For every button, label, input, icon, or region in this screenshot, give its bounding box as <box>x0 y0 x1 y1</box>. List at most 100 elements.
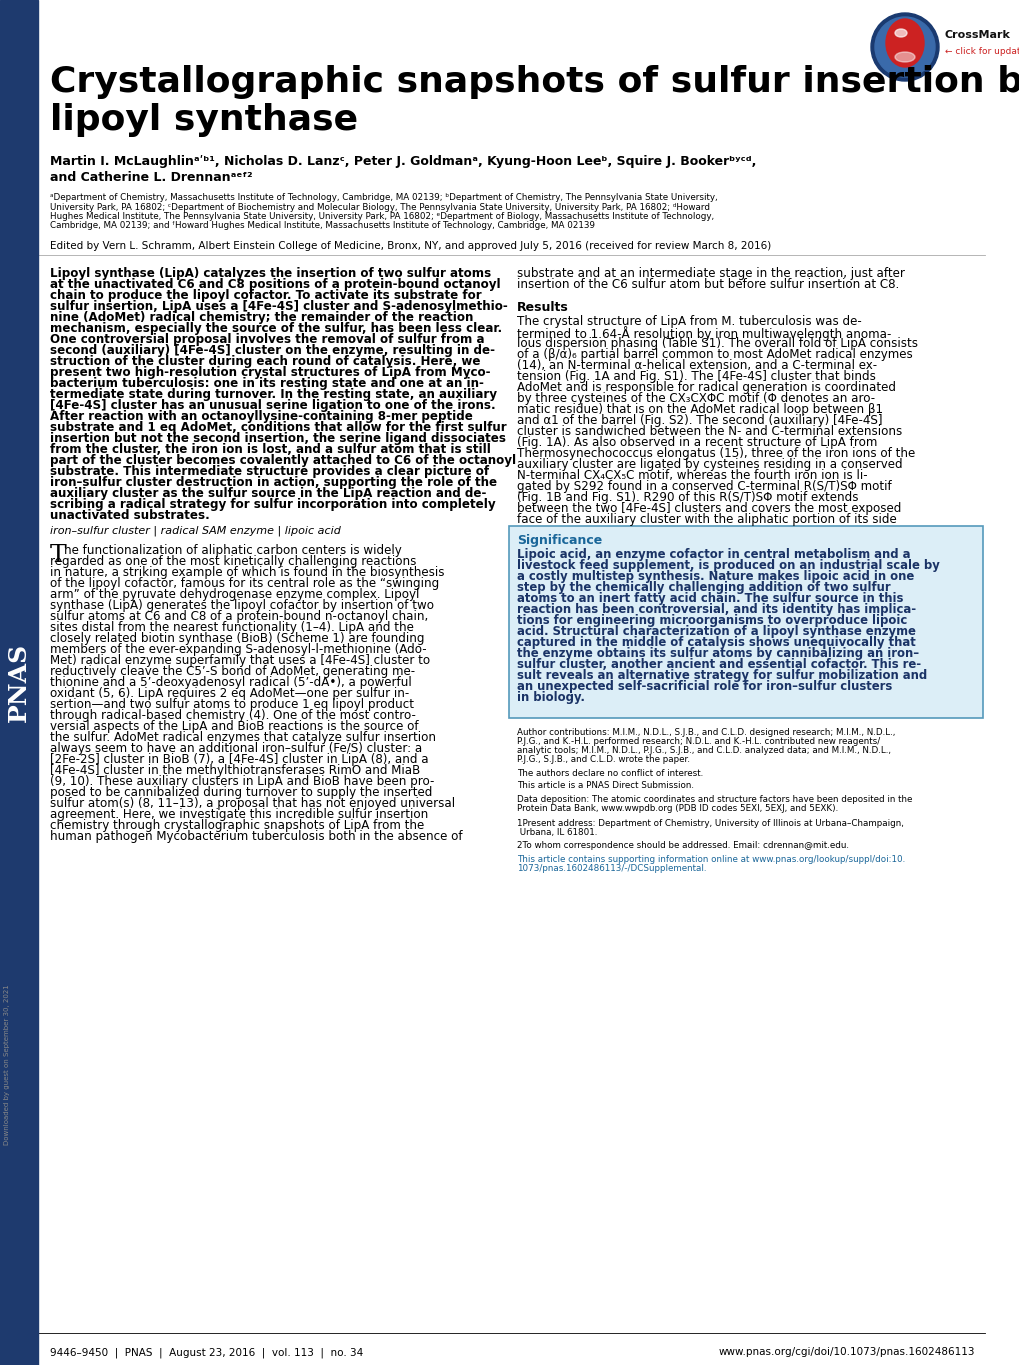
Text: sulfur insertion, LipA uses a [4Fe-4S] cluster and S-adenosylmethio-: sulfur insertion, LipA uses a [4Fe-4S] c… <box>50 300 507 313</box>
Text: [4Fe-4S] cluster in the methylthiotransferases RimO and MiaB: [4Fe-4S] cluster in the methylthiotransf… <box>50 764 420 777</box>
Text: synthase (LipA) generates the lipoyl cofactor by insertion of two: synthase (LipA) generates the lipoyl cof… <box>50 599 433 612</box>
Text: Significance: Significance <box>517 534 601 547</box>
Text: captured in the middle of catalysis shows unequivocally that: captured in the middle of catalysis show… <box>517 636 915 648</box>
Text: Cambridge, MA 02139; and ᶠHoward Hughes Medical Institute, Massachusetts Institu: Cambridge, MA 02139; and ᶠHoward Hughes … <box>50 221 594 231</box>
Text: step by the chemically challenging addition of two sulfur: step by the chemically challenging addit… <box>517 581 890 594</box>
Text: Urbana, IL 61801.: Urbana, IL 61801. <box>517 829 597 837</box>
Text: members of the ever-expanding S-adenosyl-l-methionine (Ado-: members of the ever-expanding S-adenosyl… <box>50 643 426 657</box>
Text: [4Fe-4S] cluster has an unusual serine ligation to one of the irons.: [4Fe-4S] cluster has an unusual serine l… <box>50 399 495 412</box>
Text: oxidant (5, 6). LipA requires 2 eq AdoMet—one per sulfur in-: oxidant (5, 6). LipA requires 2 eq AdoMe… <box>50 687 409 700</box>
Text: the sulfur. AdoMet radical enzymes that catalyze sulfur insertion: the sulfur. AdoMet radical enzymes that … <box>50 732 435 744</box>
Text: AdoMet and is responsible for radical generation is coordinated: AdoMet and is responsible for radical ge… <box>517 381 895 394</box>
Text: atoms to an inert fatty acid chain. The sulfur source in this: atoms to an inert fatty acid chain. The … <box>517 592 903 605</box>
Text: ᵃDepartment of Chemistry, Massachusetts Institute of Technology, Cambridge, MA 0: ᵃDepartment of Chemistry, Massachusetts … <box>50 192 717 202</box>
Text: termined to 1.64-Å resolution by iron multiwavelength anoma-: termined to 1.64-Å resolution by iron mu… <box>517 326 891 341</box>
Text: reaction has been controversial, and its identity has implica-: reaction has been controversial, and its… <box>517 603 915 616</box>
Text: part of the cluster becomes covalently attached to C6 of the octanoyl: part of the cluster becomes covalently a… <box>50 455 516 467</box>
FancyBboxPatch shape <box>508 526 982 718</box>
Text: Martin I. McLaughlinᵃʹᵇ¹, Nicholas D. Lanzᶜ, Peter J. Goldmanᵃ, Kyung-Hoon Leeᵇ,: Martin I. McLaughlinᵃʹᵇ¹, Nicholas D. La… <box>50 156 756 168</box>
Text: analytic tools; M.I.M., N.D.L., P.J.G., S.J.B., and C.L.D. analyzed data; and M.: analytic tools; M.I.M., N.D.L., P.J.G., … <box>517 747 891 755</box>
Ellipse shape <box>894 29 906 37</box>
Text: Met) radical enzyme superfamily that uses a [4Fe-4S] cluster to: Met) radical enzyme superfamily that use… <box>50 654 430 667</box>
Text: cluster is sandwiched between the N- and C-terminal extensions: cluster is sandwiched between the N- and… <box>517 425 902 438</box>
Text: an unexpected self-sacrificial role for iron–sulfur clusters: an unexpected self-sacrificial role for … <box>517 680 892 693</box>
Text: arm” of the pyruvate dehydrogenase enzyme complex. Lipoyl: arm” of the pyruvate dehydrogenase enzym… <box>50 588 419 601</box>
Text: One controversial proposal involves the removal of sulfur from a: One controversial proposal involves the … <box>50 333 484 345</box>
Text: from the cluster, the iron ion is lost, and a sulfur atom that is still: from the cluster, the iron ion is lost, … <box>50 444 490 456</box>
Text: always seem to have an additional iron–sulfur (Fe/S) cluster: a: always seem to have an additional iron–s… <box>50 743 422 755</box>
Text: posed to be cannibalized during turnover to supply the inserted: posed to be cannibalized during turnover… <box>50 786 432 799</box>
Text: unactivated substrates.: unactivated substrates. <box>50 509 210 521</box>
Text: human pathogen Mycobacterium tuberculosis both in the absence of: human pathogen Mycobacterium tuberculosi… <box>50 830 463 844</box>
Text: iron–sulfur cluster | radical SAM enzyme | lipoic acid: iron–sulfur cluster | radical SAM enzyme… <box>50 526 340 536</box>
Text: P.J.G., S.J.B., and C.L.D. wrote the paper.: P.J.G., S.J.B., and C.L.D. wrote the pap… <box>517 755 689 764</box>
Text: ← click for updates: ← click for updates <box>944 46 1019 56</box>
Text: versial aspects of the LipA and BioB reactions is the source of: versial aspects of the LipA and BioB rea… <box>50 719 418 733</box>
Text: CrossMark: CrossMark <box>944 30 1010 40</box>
Text: and Catherine L. Drennanᵃᵉᶠ²: and Catherine L. Drennanᵃᵉᶠ² <box>50 171 253 184</box>
Text: sertion—and two sulfur atoms to produce 1 eq lipoyl product: sertion—and two sulfur atoms to produce … <box>50 698 414 711</box>
Text: nine (AdoMet) radical chemistry; the remainder of the reaction: nine (AdoMet) radical chemistry; the rem… <box>50 311 473 324</box>
Text: (14), an N-terminal α-helical extension, and a C-terminal ex-: (14), an N-terminal α-helical extension,… <box>517 359 876 373</box>
Text: The authors declare no conflict of interest.: The authors declare no conflict of inter… <box>517 768 702 778</box>
Text: struction of the cluster during each round of catalysis. Here, we: struction of the cluster during each rou… <box>50 355 480 369</box>
Text: between the two [4Fe-4S] clusters and covers the most exposed: between the two [4Fe-4S] clusters and co… <box>517 502 901 515</box>
Text: of a (β/α)₆ partial barrel common to most AdoMet radical enzymes: of a (β/α)₆ partial barrel common to mos… <box>517 348 912 360</box>
Text: substrate and 1 eq AdoMet, conditions that allow for the first sulfur: substrate and 1 eq AdoMet, conditions th… <box>50 420 506 434</box>
Text: P.J.G., and K.-H.L. performed research; N.D.L. and K.-H.L. contributed new reage: P.J.G., and K.-H.L. performed research; … <box>517 737 879 747</box>
Text: chain to produce the lipoyl cofactor. To activate its substrate for: chain to produce the lipoyl cofactor. To… <box>50 289 481 302</box>
Text: face of the auxiliary cluster with the aliphatic portion of its side: face of the auxiliary cluster with the a… <box>517 513 896 526</box>
Text: Lipoyl synthase (LipA) catalyzes the insertion of two sulfur atoms: Lipoyl synthase (LipA) catalyzes the ins… <box>50 268 491 280</box>
Text: After reaction with an octanoyllysine-containing 8-mer peptide: After reaction with an octanoyllysine-co… <box>50 410 473 423</box>
Text: iron–sulfur cluster destruction in action, supporting the role of the: iron–sulfur cluster destruction in actio… <box>50 476 496 489</box>
Text: scribing a radical strategy for sulfur incorporation into completely: scribing a radical strategy for sulfur i… <box>50 498 495 511</box>
Text: present two high-resolution crystal structures of LipA from Myco-: present two high-resolution crystal stru… <box>50 366 490 379</box>
Text: N-terminal CX₄CX₅C motif, whereas the fourth iron ion is li-: N-terminal CX₄CX₅C motif, whereas the fo… <box>517 470 867 482</box>
Text: in nature, a striking example of which is found in the biosynthesis: in nature, a striking example of which i… <box>50 566 444 579</box>
Text: lous dispersion phasing (Table S1). The overall fold of LipA consists: lous dispersion phasing (Table S1). The … <box>517 337 917 349</box>
Text: through radical-based chemistry (4). One of the most contro-: through radical-based chemistry (4). One… <box>50 708 416 722</box>
Text: University Park, PA 16802; ᶜDepartment of Biochemistry and Molecular Biology, Th: University Park, PA 16802; ᶜDepartment o… <box>50 202 709 212</box>
Text: Crystallographic snapshots of sulfur insertion by
lipoyl synthase: Crystallographic snapshots of sulfur ins… <box>50 66 1019 136</box>
Ellipse shape <box>874 16 934 76</box>
Text: 2To whom correspondence should be addressed. Email: cdrennan@mit.edu.: 2To whom correspondence should be addres… <box>517 841 848 850</box>
Text: sulfur cluster, another ancient and essential cofactor. This re-: sulfur cluster, another ancient and esse… <box>517 658 920 672</box>
Text: Edited by Vern L. Schramm, Albert Einstein College of Medicine, Bronx, NY, and a: Edited by Vern L. Schramm, Albert Einste… <box>50 242 770 251</box>
Text: mechanism, especially the source of the sulfur, has been less clear.: mechanism, especially the source of the … <box>50 322 501 334</box>
Text: closely related biotin synthase (BioB) (Scheme 1) are founding: closely related biotin synthase (BioB) (… <box>50 632 424 646</box>
Text: The crystal structure of LipA from M. tuberculosis was de-: The crystal structure of LipA from M. tu… <box>517 315 861 328</box>
Text: Lipoic acid, an enzyme cofactor in central metabolism and a: Lipoic acid, an enzyme cofactor in centr… <box>517 547 910 561</box>
Text: chemistry through crystallographic snapshots of LipA from the: chemistry through crystallographic snaps… <box>50 819 424 833</box>
Text: regarded as one of the most kinetically challenging reactions: regarded as one of the most kinetically … <box>50 556 416 568</box>
Text: and α1 of the barrel (Fig. S2). The second (auxiliary) [4Fe-4S]: and α1 of the barrel (Fig. S2). The seco… <box>517 414 881 427</box>
Ellipse shape <box>870 14 938 81</box>
Text: Thermosynechococcus elongatus (15), three of the iron ions of the: Thermosynechococcus elongatus (15), thre… <box>517 446 914 460</box>
Text: agreement. Here, we investigate this incredible sulfur insertion: agreement. Here, we investigate this inc… <box>50 808 428 820</box>
Text: Author contributions: M.I.M., N.D.L., S.J.B., and C.L.D. designed research; M.I.: Author contributions: M.I.M., N.D.L., S.… <box>517 728 895 737</box>
Text: tension (Fig. 1A and Fig. S1). The [4Fe-4S] cluster that binds: tension (Fig. 1A and Fig. S1). The [4Fe-… <box>517 370 875 384</box>
Text: auxiliary cluster are ligated by cysteines residing in a conserved: auxiliary cluster are ligated by cystein… <box>517 459 902 471</box>
Text: T: T <box>50 545 66 566</box>
Text: by three cysteines of the CX₃CXΦC motif (Φ denotes an aro-: by three cysteines of the CX₃CXΦC motif … <box>517 392 874 405</box>
Text: substrate and at an intermediate stage in the reaction, just after: substrate and at an intermediate stage i… <box>517 268 904 280</box>
Text: insertion but not the second insertion, the serine ligand dissociates: insertion but not the second insertion, … <box>50 431 505 445</box>
Text: matic residue) that is on the AdoMet radical loop between β1: matic residue) that is on the AdoMet rad… <box>517 403 882 416</box>
Text: at the unactivated C6 and C8 positions of a protein-bound octanoyl: at the unactivated C6 and C8 positions o… <box>50 278 500 291</box>
Text: gated by S292 found in a conserved C-terminal R(S/T)SΦ motif: gated by S292 found in a conserved C-ter… <box>517 480 891 493</box>
Text: Protein Data Bank, www.wwpdb.org (PDB ID codes 5EXI, 5EXJ, and 5EXK).: Protein Data Bank, www.wwpdb.org (PDB ID… <box>517 804 838 814</box>
Text: 9446–9450  |  PNAS  |  August 23, 2016  |  vol. 113  |  no. 34: 9446–9450 | PNAS | August 23, 2016 | vol… <box>50 1347 363 1358</box>
Text: 1073/pnas.1602486113/-/DCSupplemental.: 1073/pnas.1602486113/-/DCSupplemental. <box>517 864 706 874</box>
Text: (Fig. 1B and Fig. S1). R290 of this R(S/T)SΦ motif extends: (Fig. 1B and Fig. S1). R290 of this R(S/… <box>517 491 858 504</box>
Text: 1Present address: Department of Chemistry, University of Illinois at Urbana–Cham: 1Present address: Department of Chemistr… <box>517 819 903 829</box>
Text: sulfur atoms at C6 and C8 of a protein-bound n-octanoyl chain,: sulfur atoms at C6 and C8 of a protein-b… <box>50 610 428 622</box>
Text: (9, 10). These auxiliary clusters in LipA and BioB have been pro-: (9, 10). These auxiliary clusters in Lip… <box>50 775 434 788</box>
Text: This article contains supporting information online at www.pnas.org/lookup/suppl: This article contains supporting informa… <box>517 854 905 864</box>
Text: acid. Structural characterization of a lipoyl synthase enzyme: acid. Structural characterization of a l… <box>517 625 915 637</box>
Text: sult reveals an alternative strategy for sulfur mobilization and: sult reveals an alternative strategy for… <box>517 669 926 682</box>
Text: the enzyme obtains its sulfur atoms by cannibalizing an iron–: the enzyme obtains its sulfur atoms by c… <box>517 647 918 661</box>
Ellipse shape <box>894 52 914 61</box>
Bar <box>0 0 38 1365</box>
Text: second (auxiliary) [4Fe-4S] cluster on the enzyme, resulting in de-: second (auxiliary) [4Fe-4S] cluster on t… <box>50 344 494 358</box>
Text: This article is a PNAS Direct Submission.: This article is a PNAS Direct Submission… <box>517 781 693 790</box>
Text: in biology.: in biology. <box>517 691 584 704</box>
